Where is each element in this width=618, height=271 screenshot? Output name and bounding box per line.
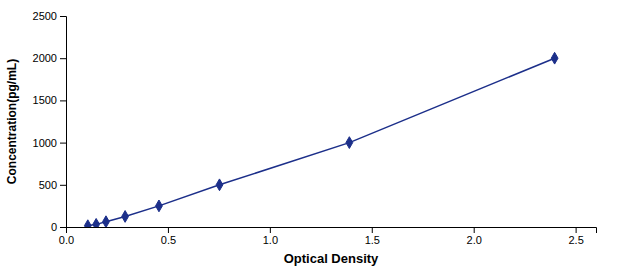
point — [156, 200, 163, 212]
point — [103, 216, 110, 227]
tick-label: 2.0 — [467, 234, 482, 246]
tick: 1.0 — [263, 227, 278, 246]
tick-label: 0.0 — [59, 234, 74, 246]
tick: 2000 — [33, 52, 66, 64]
tick-label: 2500 — [33, 10, 57, 22]
y-axis-title: Concentration(pg/mL) — [5, 59, 19, 184]
tick-label: 0 — [51, 221, 57, 233]
line — [88, 58, 555, 225]
tick-label: 1.5 — [365, 234, 380, 246]
tick: 0 — [51, 221, 66, 233]
tick: 0.0 — [59, 227, 74, 246]
tick-label: 1.0 — [263, 234, 278, 246]
tick: 2.5 — [568, 227, 583, 246]
tick-mark — [576, 227, 577, 233]
marks — [84, 52, 558, 227]
point — [84, 220, 91, 227]
tick-label: 500 — [39, 179, 57, 191]
chart-svg: 0.0 0.5 1.0 1.5 2.0 2.5 0 500 1000 1500 2000 2500 Op… — [0, 0, 618, 271]
tick-mark — [60, 143, 66, 144]
tick-label: 1500 — [33, 94, 57, 106]
tick-mark — [270, 227, 271, 233]
tick: 1000 — [33, 137, 66, 149]
tick: 2.0 — [467, 227, 482, 246]
tick: 1.5 — [365, 227, 380, 246]
point — [93, 218, 100, 227]
point — [122, 211, 129, 223]
tick-label: 1000 — [33, 137, 57, 149]
tick-mark — [60, 100, 66, 101]
point — [551, 52, 558, 64]
x-axis-title: Optical Density — [284, 251, 379, 266]
tick: 2500 — [33, 10, 66, 22]
tick: 0.5 — [161, 227, 176, 246]
tick-label: 2.5 — [568, 234, 583, 246]
tick-mark — [60, 58, 66, 59]
axis-line — [60, 17, 67, 228]
axis-line — [67, 228, 597, 234]
chart-container: 0.0 0.5 1.0 1.5 2.0 2.5 0 500 1000 1500 2000 2500 Op… — [0, 0, 618, 271]
y-axis: 0 500 1000 1500 2000 2500 — [33, 10, 67, 233]
point — [216, 179, 223, 191]
tick-mark — [60, 227, 66, 228]
tick-mark — [168, 227, 169, 233]
tick-mark — [372, 227, 373, 233]
tick: 500 — [39, 179, 66, 191]
tick-mark — [60, 16, 66, 17]
tick-mark — [474, 227, 475, 233]
tick-mark — [60, 185, 66, 186]
x-axis: 0.0 0.5 1.0 1.5 2.0 2.5 — [59, 227, 597, 246]
tick: 1500 — [33, 94, 66, 106]
tick-label: 2000 — [33, 52, 57, 64]
plot-area: 0.0 0.5 1.0 1.5 2.0 2.5 0 500 1000 1500 2000 2500 — [33, 10, 597, 246]
tick-label: 0.5 — [161, 234, 176, 246]
point — [346, 137, 353, 149]
